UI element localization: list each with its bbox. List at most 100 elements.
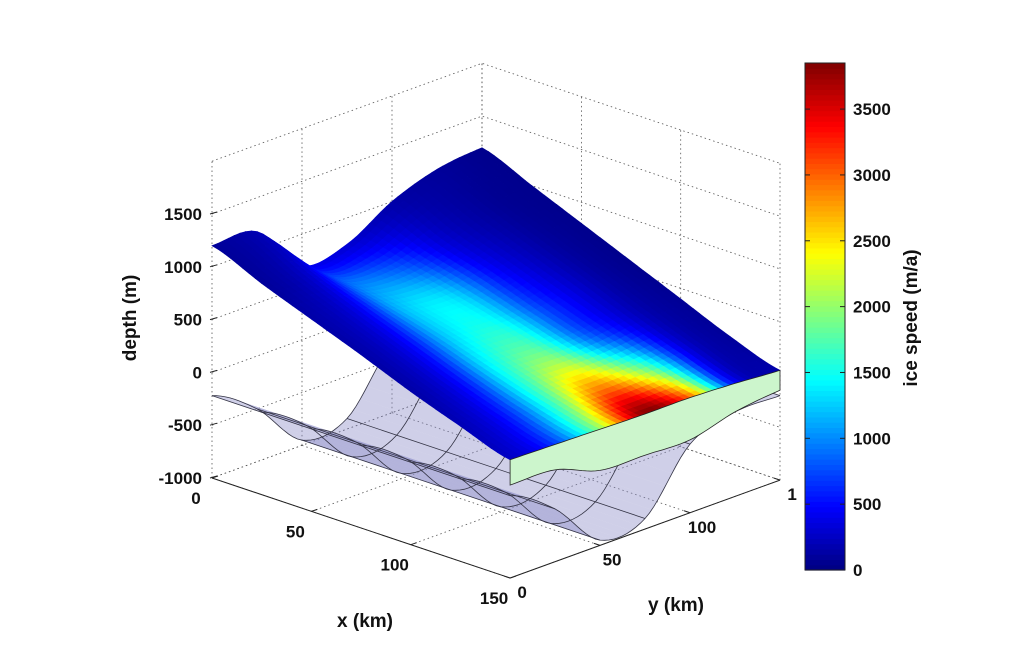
colorbar-segment [805,316,845,323]
colorbar-segment [805,485,845,492]
colorbar-segment [805,401,845,407]
colorbar-segment [805,84,845,91]
x-tick-label: 150 [480,589,508,608]
colorbar-segment [805,543,845,550]
colorbar-segment [805,416,845,423]
colorbar-segment [805,358,845,365]
colorbar-segment [805,496,845,502]
ice-front-face [509,369,781,486]
bed-mesh-line [301,439,601,541]
colorbar-tick-label: 500 [853,495,881,514]
colorbar-segment [805,126,845,133]
colorbar: 0 500 1000 1500 2000 2500 3000 3500 [804,62,891,580]
colorbar-segment [805,554,845,561]
y-tick-label: 100 [688,518,716,537]
grid-line [391,412,691,514]
colorbar-tick-label: 1500 [853,363,891,382]
colorbar-segment [805,279,845,286]
colorbar-segment [805,506,845,513]
colorbar-segment [805,179,845,186]
colorbar-segment [805,89,845,96]
colorbar-segment [805,242,845,249]
colorbar-segment [805,195,845,201]
colorbar-segment [805,411,845,418]
colorbar-segment [805,422,845,429]
colorbar-segment [805,533,845,539]
colorbar-segment [805,78,845,85]
y-tick [773,477,781,481]
colorbar-segment [805,68,845,75]
colorbar-tick-label: 3000 [853,166,891,185]
colorbar-segment [805,142,845,149]
colorbar-label: ice speed (m/a) [901,249,922,386]
colorbar-segment [805,237,845,244]
x-tick-label: 0 [191,489,200,508]
grid-line [410,446,681,546]
colorbar-segment [805,247,845,254]
colorbar-segment [805,311,845,318]
colorbar-segment [805,121,845,127]
x-axis-label: x (km) [337,611,393,632]
colorbar-segment [805,136,845,143]
colorbar-segment [805,94,845,101]
colorbar-segment [805,216,845,223]
colorbar-segment [805,369,845,376]
colorbar-segment [805,290,845,296]
z-tick [209,317,218,321]
grid-line [211,379,781,481]
colorbar-segment [805,173,845,180]
colorbar-segment [805,99,845,106]
colorbar-segment [805,353,845,360]
colorbar-segment [805,432,845,439]
colorbar-segment [805,258,845,265]
colorbar-segment [805,295,845,302]
colorbar-segment [805,200,845,207]
grid-line [211,168,781,270]
z-tick-label: 1500 [164,205,202,224]
colorbar-segment [805,480,845,487]
colorbar-segment [805,453,845,460]
colorbar-segment [805,395,845,402]
colorbar-segment [805,147,845,154]
colorbar-segment [805,184,845,191]
colorbar-segment [805,163,845,170]
bed-mesh-line [211,395,511,497]
x-tick-label: 100 [381,556,409,575]
axes [209,211,781,579]
colorbar-segment [805,305,845,312]
colorbar-segment [805,105,845,112]
colorbar-segment [805,385,845,392]
colorbar-segment [805,474,845,481]
grid-line [211,115,781,217]
z-tick-label: 500 [174,311,202,330]
colorbar-segment [805,300,845,307]
x-tick [509,575,517,579]
colorbar-segment [805,205,845,212]
y-tick-label: 1 [787,485,796,504]
y-axis-line [509,479,781,579]
colorbar-segment [805,348,845,355]
z-tick-label: -500 [168,416,202,435]
colorbar-segment [805,268,845,275]
colorbar-segment [805,448,845,455]
colorbar-segment [805,427,845,434]
z-tick [209,422,218,426]
colorbar-segment [805,501,845,508]
colorbar-segment [805,115,845,122]
colorbar-segment [805,210,845,217]
colorbar-segment [805,110,845,117]
colorbar-segment [805,538,845,545]
colorbar-segment [805,464,845,471]
colorbar-segment [805,459,845,465]
bed-mesh-line [256,408,556,510]
z-tick [209,211,218,215]
colorbar-segment [805,379,845,386]
x-tick [311,508,318,512]
colorbar-segment [805,517,845,524]
colorbar-segment [805,548,845,555]
colorbar-segment [805,158,845,164]
colorbar-segment [805,342,845,349]
colorbar-segment [805,490,845,497]
